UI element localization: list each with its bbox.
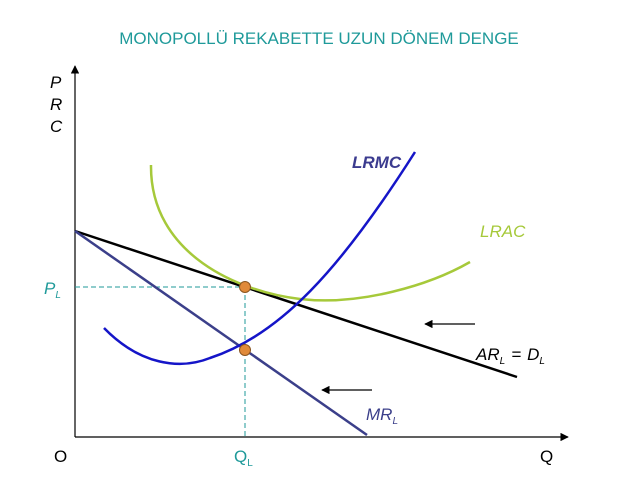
y-axis-label: P bbox=[50, 73, 62, 92]
x-axis-label: Q bbox=[540, 447, 553, 466]
lrmc-label: LRMC bbox=[352, 153, 402, 172]
mr-curve bbox=[74, 229, 368, 437]
equals: = bbox=[511, 345, 521, 364]
label-text: P bbox=[44, 279, 56, 298]
lrac-label: LRAC bbox=[480, 222, 526, 241]
mr-lrmc-intersection bbox=[239, 344, 251, 356]
subscript: L bbox=[392, 416, 398, 427]
label-text: MR bbox=[366, 405, 392, 424]
y-axis-label: C bbox=[50, 117, 63, 136]
ar-label: ARL = DL bbox=[475, 345, 545, 367]
subscript: L bbox=[539, 356, 545, 367]
price-label: PL bbox=[44, 279, 61, 301]
lrac-curve bbox=[149, 164, 471, 302]
label-text: AR bbox=[475, 345, 500, 364]
mr-label: MRL bbox=[366, 405, 398, 427]
y-axis-label: R bbox=[50, 95, 62, 114]
equilibrium-point bbox=[239, 281, 251, 293]
origin-label: O bbox=[54, 447, 67, 466]
subscript: L bbox=[55, 290, 61, 301]
label-text: D bbox=[527, 345, 539, 364]
subscript: L bbox=[247, 458, 253, 469]
title: MONOPOLLÜ REKABETTE UZUN DÖNEM DENGE bbox=[119, 29, 519, 48]
lrmc-curve bbox=[103, 151, 417, 366]
quantity-label: QL bbox=[234, 447, 253, 469]
label-text: Q bbox=[234, 447, 247, 466]
subscript: L bbox=[500, 356, 506, 367]
